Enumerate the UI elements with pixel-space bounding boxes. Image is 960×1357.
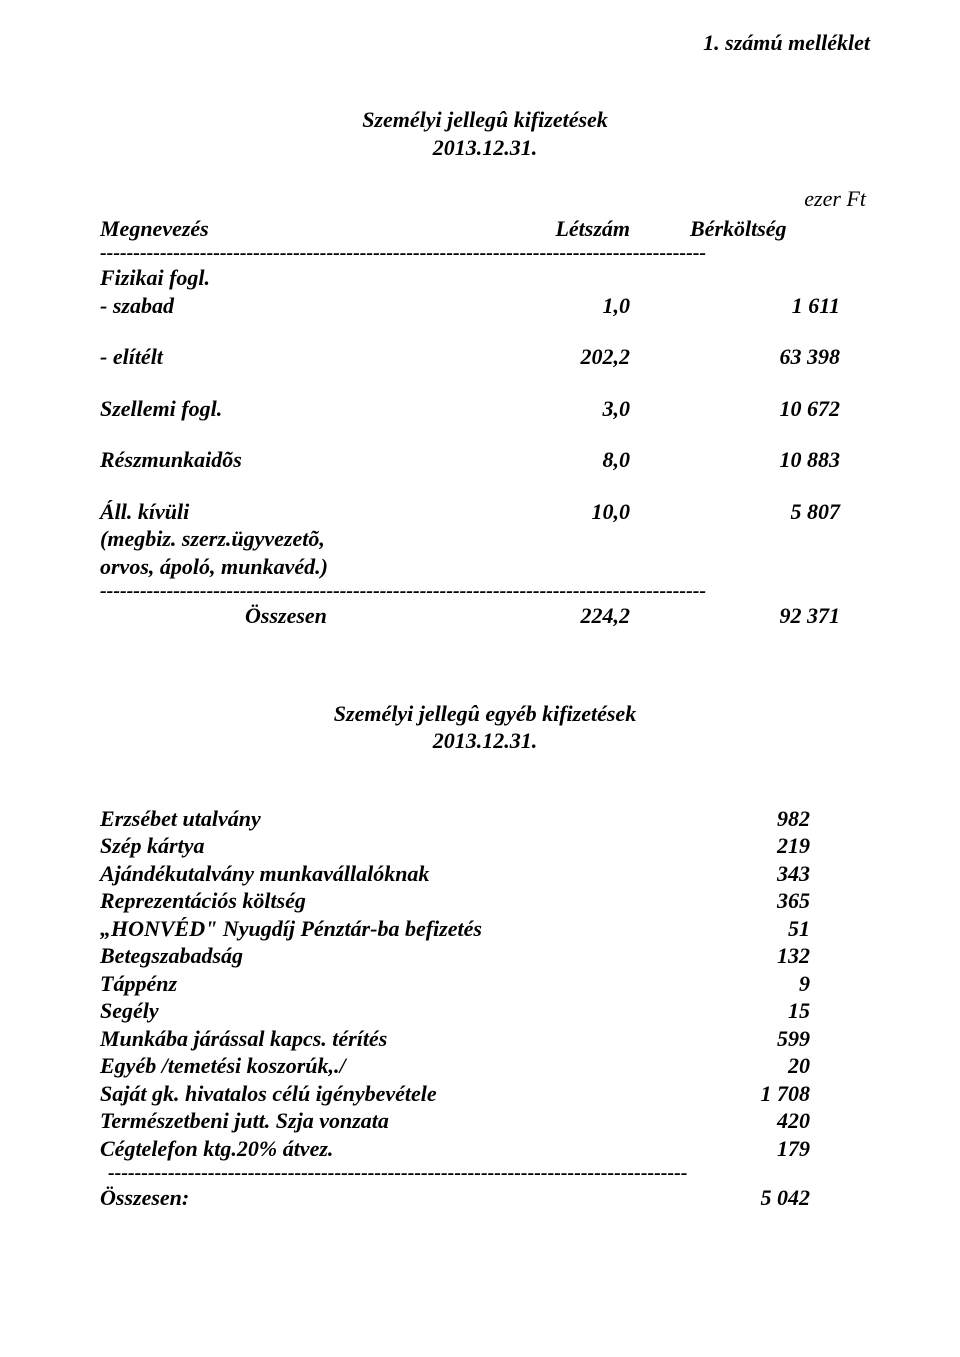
row-cost: 5 807 <box>670 498 870 526</box>
row-count: 3,0 <box>505 395 670 423</box>
list-item: Segély 15 <box>100 997 870 1025</box>
table1-header: Megnevezés Létszám Bérköltség <box>100 216 870 242</box>
list-value: 9 <box>620 970 870 998</box>
table1-divider-top: ----------------------------------------… <box>100 242 870 264</box>
list-item: Saját gk. hivatalos célú igénybevétele 1… <box>100 1080 870 1108</box>
spacer <box>100 755 870 805</box>
list-label: Cégtelefon ktg.20% átvez. <box>100 1135 620 1163</box>
list-value: 343 <box>620 860 870 888</box>
row-count: 1,0 <box>505 292 670 320</box>
row-cost: 10 883 <box>670 446 870 474</box>
table1-header-name: Megnevezés <box>100 216 505 242</box>
list-item: Szép kártya 219 <box>100 832 870 860</box>
list-item: Egyéb /temetési koszorúk,./ 20 <box>100 1052 870 1080</box>
title2-line2: 2013.12.31. <box>100 727 870 755</box>
row-cost: 63 398 <box>670 343 870 371</box>
list-value: 15 <box>620 997 870 1025</box>
title2-line1: Személyi jellegû egyéb kifizetések <box>100 700 870 728</box>
table1-note1: (megbiz. szerz.ügyvezetõ, <box>100 525 870 553</box>
list-value: 420 <box>620 1107 870 1135</box>
table-row: - szabad 1,0 1 611 <box>100 292 870 320</box>
list-item: Erzsébet utalvány 982 <box>100 805 870 833</box>
list-item: Ajándékutalvány munkavállalóknak 343 <box>100 860 870 888</box>
list-value: 51 <box>620 915 870 943</box>
list-label: Betegszabadság <box>100 942 620 970</box>
title1-line2: 2013.12.31. <box>100 134 870 162</box>
list-value: 179 <box>620 1135 870 1163</box>
list-total-row: Összesen: 5 042 <box>100 1184 870 1212</box>
list-label: Táppénz <box>100 970 620 998</box>
unit-label: ezer Ft <box>100 186 870 212</box>
list-value: 365 <box>620 887 870 915</box>
list-label: Reprezentációs költség <box>100 887 620 915</box>
list-total-value: 5 042 <box>620 1184 870 1212</box>
list-label: Szép kártya <box>100 832 620 860</box>
list-value: 599 <box>620 1025 870 1053</box>
table-row: Szellemi fogl. 3,0 10 672 <box>100 395 870 423</box>
list-label: „HONVÉD" Nyugdíj Pénztár-ba befizetés <box>100 915 620 943</box>
table1-header-count: Létszám <box>505 216 670 242</box>
list-item: Táppénz 9 <box>100 970 870 998</box>
row-cost: 1 611 <box>670 292 870 320</box>
table1-total-label: Összesen <box>100 602 505 630</box>
table1-total-count: 224,2 <box>505 602 670 630</box>
row-count: 10,0 <box>505 498 670 526</box>
list-total-label: Összesen: <box>100 1184 620 1212</box>
list-item: Reprezentációs költség 365 <box>100 887 870 915</box>
row-label: Szellemi fogl. <box>100 395 505 423</box>
list-label: Segély <box>100 997 620 1025</box>
list-label: Erzsébet utalvány <box>100 805 620 833</box>
table1-total-cost: 92 371 <box>670 602 870 630</box>
section2-title: Személyi jellegû egyéb kifizetések 2013.… <box>100 700 870 755</box>
list-label: Egyéb /temetési koszorúk,./ <box>100 1052 620 1080</box>
list-value: 982 <box>620 805 870 833</box>
list-value: 1 708 <box>620 1080 870 1108</box>
list-label: Ajándékutalvány munkavállalóknak <box>100 860 620 888</box>
table-row: Részmunkaidõs 8,0 10 883 <box>100 446 870 474</box>
table1-total-row: Összesen 224,2 92 371 <box>100 602 870 630</box>
list-label: Természetbeni jutt. Szja vonzata <box>100 1107 620 1135</box>
list-item: Munkába járással kapcs. térítés 599 <box>100 1025 870 1053</box>
list-label: Munkába járással kapcs. térítés <box>100 1025 620 1053</box>
row-count: 8,0 <box>505 446 670 474</box>
section1-title: Személyi jellegû kifizetések 2013.12.31. <box>100 106 870 161</box>
list-value: 132 <box>620 942 870 970</box>
row-cost: 10 672 <box>670 395 870 423</box>
list-value: 219 <box>620 832 870 860</box>
list-item: „HONVÉD" Nyugdíj Pénztár-ba befizetés 51 <box>100 915 870 943</box>
list-item: Természetbeni jutt. Szja vonzata 420 <box>100 1107 870 1135</box>
table1-divider-bottom: ----------------------------------------… <box>100 580 870 602</box>
row-label: Részmunkaidõs <box>100 446 505 474</box>
list-label: Saját gk. hivatalos célú igénybevétele <box>100 1080 620 1108</box>
list-divider: ----------------------------------------… <box>100 1162 870 1184</box>
title1-line1: Személyi jellegû kifizetések <box>100 106 870 134</box>
list-item: Cégtelefon ktg.20% átvez. 179 <box>100 1135 870 1163</box>
row-label: - elítélt <box>100 343 505 371</box>
row-label: Áll. kívüli <box>100 498 505 526</box>
table-row: - elítélt 202,2 63 398 <box>100 343 870 371</box>
document-page: 1. számú melléklet Személyi jellegû kifi… <box>0 0 960 1357</box>
table1-group-fizikai: Fizikai fogl. <box>100 264 870 292</box>
row-count: 202,2 <box>505 343 670 371</box>
table1-header-cost: Bérköltség <box>670 216 870 242</box>
table-row: Áll. kívüli 10,0 5 807 <box>100 498 870 526</box>
list-value: 20 <box>620 1052 870 1080</box>
list-item: Betegszabadság 132 <box>100 942 870 970</box>
row-label: - szabad <box>100 292 505 320</box>
table1-note2: orvos, ápoló, munkavéd.) <box>100 553 870 581</box>
annex-label: 1. számú melléklet <box>100 30 870 56</box>
